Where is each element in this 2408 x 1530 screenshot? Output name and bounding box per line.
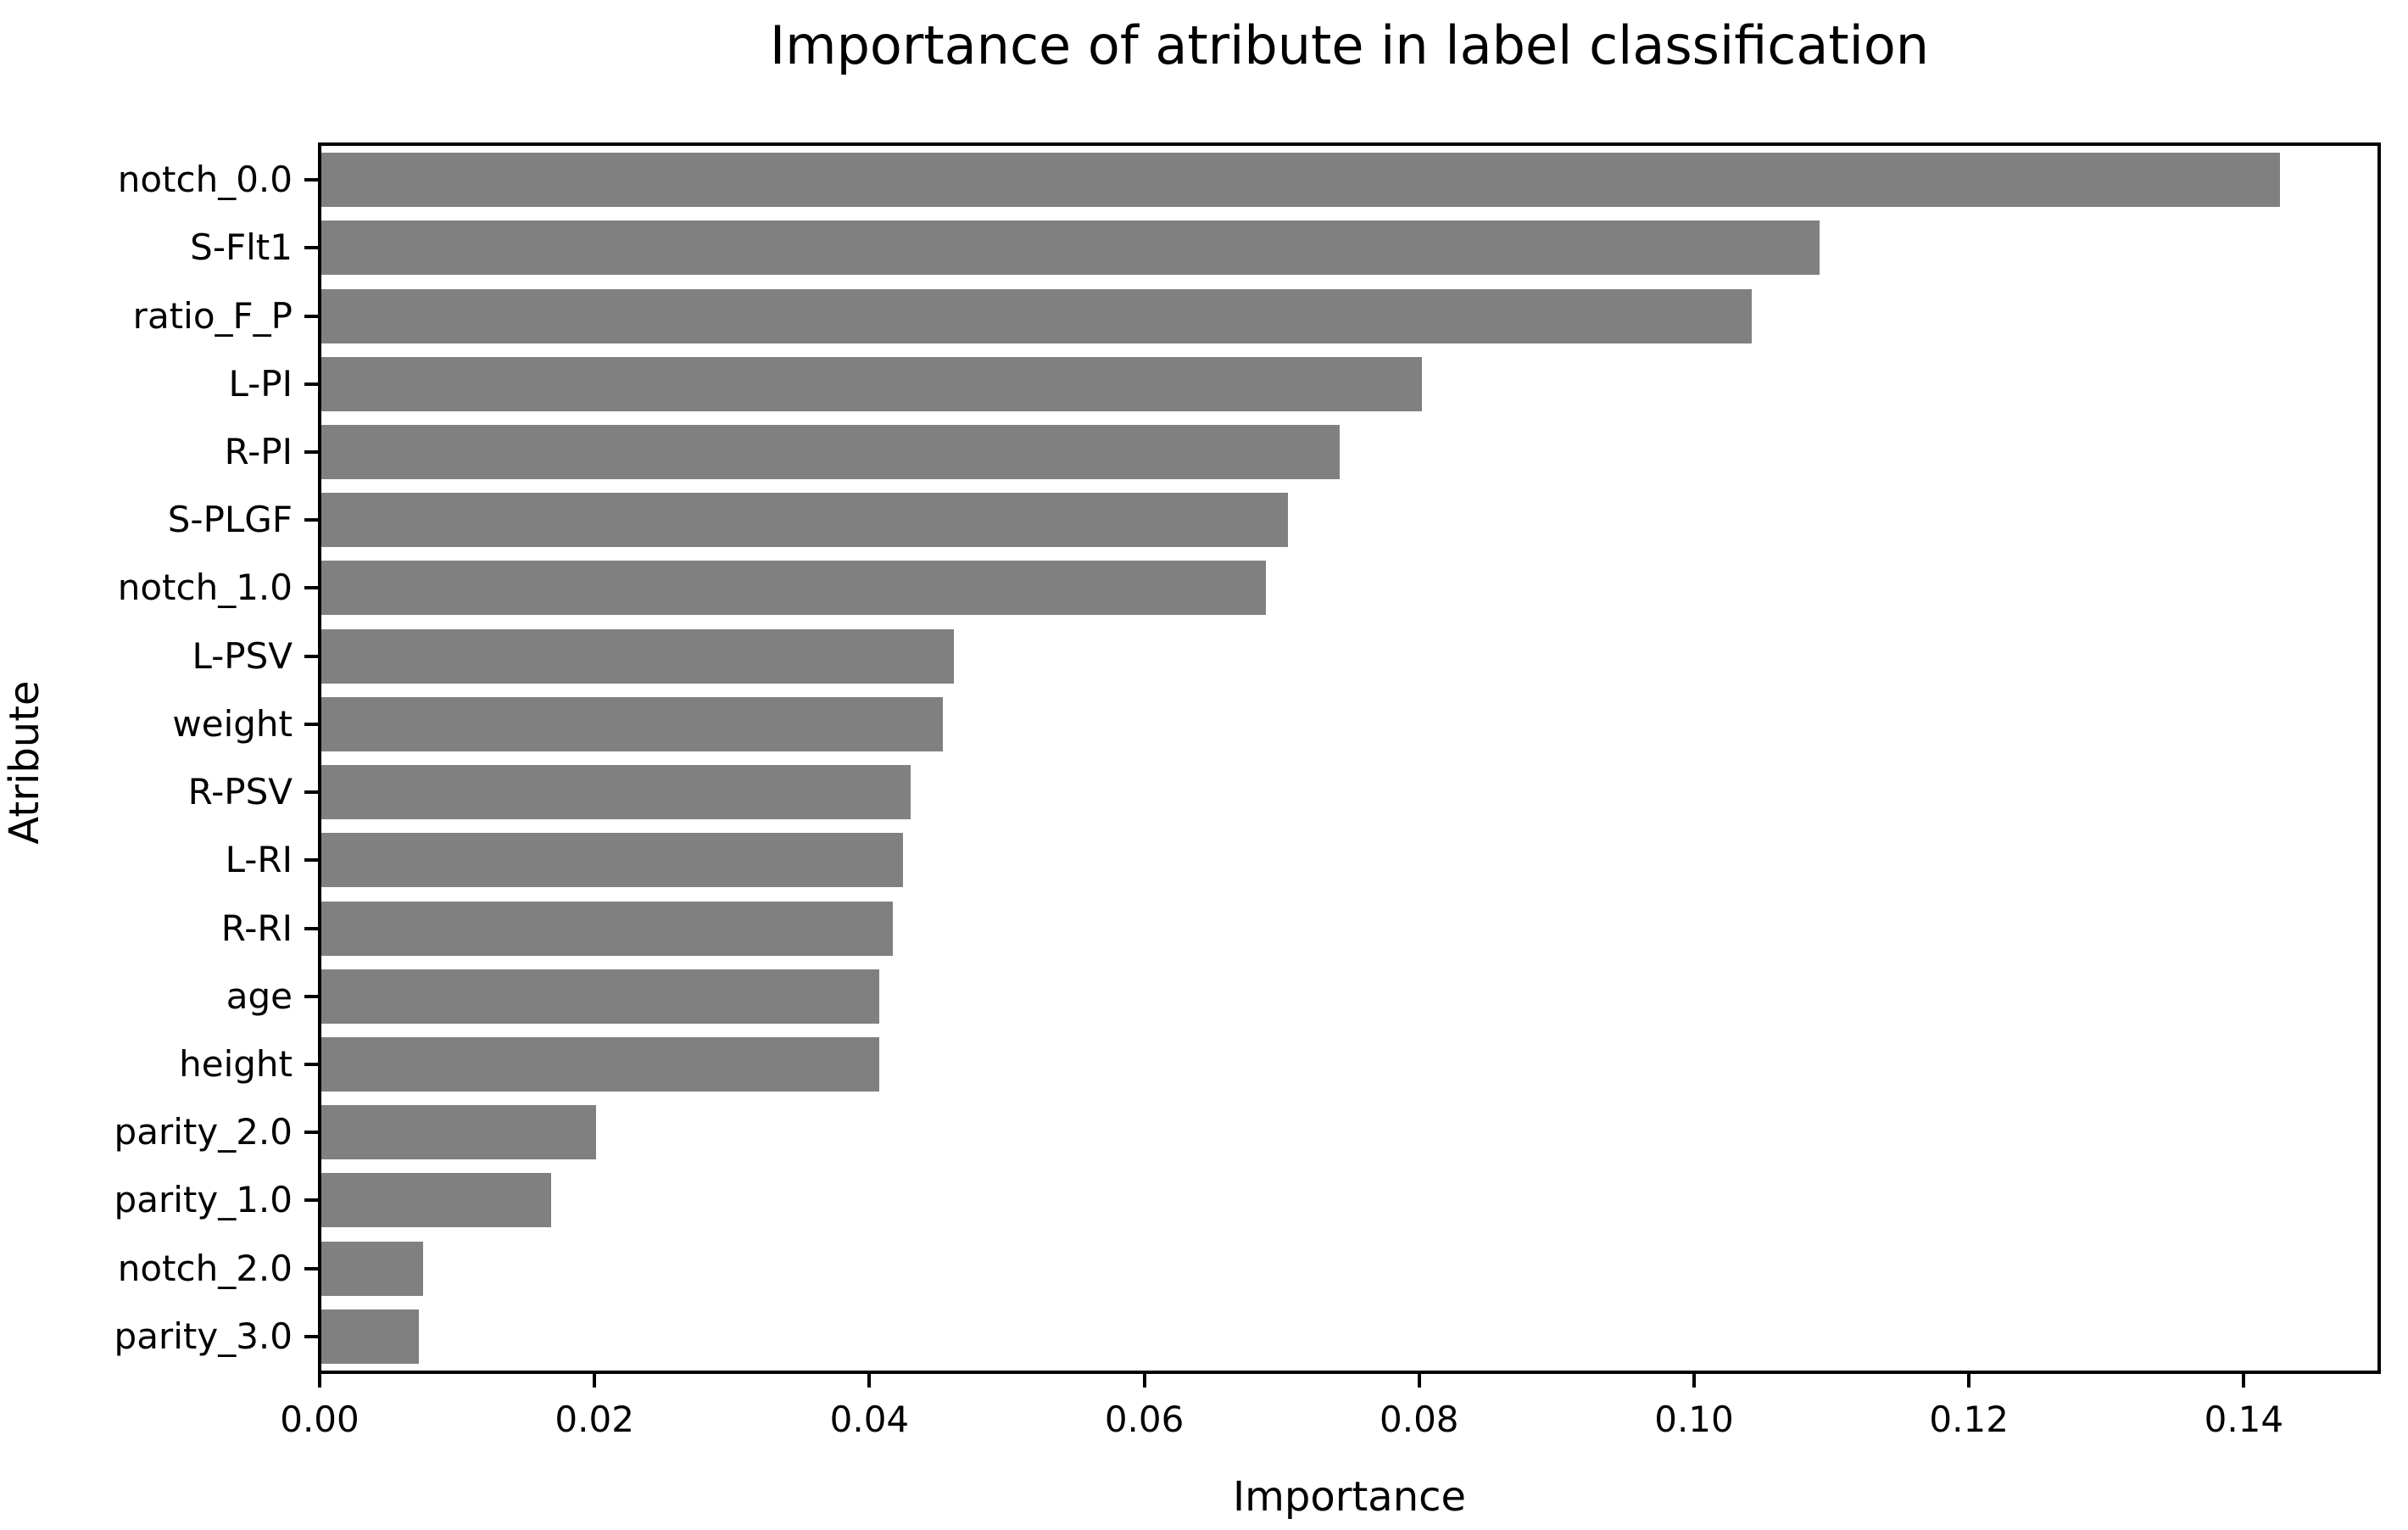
x-tick-label: 0.08 xyxy=(1380,1399,1459,1440)
y-tick-label: ratio_F_P xyxy=(132,294,293,337)
y-tick-mark xyxy=(304,178,318,182)
x-tick-label: 0.02 xyxy=(555,1399,634,1440)
x-tick-mark xyxy=(1142,1374,1146,1388)
y-tick-label: notch_2.0 xyxy=(117,1247,293,1289)
x-tick-mark xyxy=(318,1374,321,1388)
y-tick-label: R-PI xyxy=(224,431,293,472)
bar-L-RI xyxy=(321,833,903,888)
bar-parity_2.0 xyxy=(321,1105,597,1160)
y-tick-mark xyxy=(304,1334,318,1338)
y-tick-mark xyxy=(304,790,318,795)
x-tick-label: 0.12 xyxy=(1929,1399,2009,1440)
x-tick-mark xyxy=(1692,1374,1696,1388)
bar-age xyxy=(321,969,880,1024)
y-axis-label: Atribute xyxy=(1,680,48,845)
x-tick-mark xyxy=(1967,1374,1971,1388)
x-tick-mark xyxy=(2242,1374,2246,1388)
plot-area xyxy=(318,142,2381,1374)
y-tick-label: L-PI xyxy=(228,362,293,405)
x-tick-label: 0.00 xyxy=(280,1399,360,1440)
y-tick-mark xyxy=(304,1131,318,1135)
bar-parity_3.0 xyxy=(321,1309,420,1364)
bar-L-PI xyxy=(321,356,1423,411)
bar-notch_2.0 xyxy=(321,1241,423,1296)
y-tick-mark xyxy=(304,654,318,658)
y-tick-mark xyxy=(304,926,318,930)
y-tick-mark xyxy=(304,518,318,522)
y-tick-label: L-PSV xyxy=(192,634,293,677)
x-tick-label: 0.14 xyxy=(2204,1399,2284,1440)
y-tick-label: parity_2.0 xyxy=(114,1111,293,1153)
y-tick-mark xyxy=(304,722,318,726)
bar-R-RI xyxy=(321,901,894,956)
y-tick-label: R-RI xyxy=(220,907,293,949)
x-axis-label: Importance xyxy=(1232,1473,1467,1521)
bar-notch_0.0 xyxy=(321,153,2280,208)
y-tick-label: notch_0.0 xyxy=(117,159,293,201)
y-tick-mark xyxy=(304,1198,318,1203)
x-tick-label: 0.10 xyxy=(1654,1399,1734,1440)
y-tick-label: R-PSV xyxy=(187,771,293,813)
y-tick-label: age xyxy=(226,974,293,1017)
y-tick-mark xyxy=(304,450,318,454)
chart-title: Importance of atribute in label classifi… xyxy=(769,14,1930,76)
y-tick-mark xyxy=(304,382,318,386)
y-tick-mark xyxy=(304,858,318,863)
x-tick-label: 0.06 xyxy=(1104,1399,1184,1440)
y-tick-label: L-RI xyxy=(225,839,293,881)
y-tick-label: weight xyxy=(172,702,293,745)
x-tick-mark xyxy=(593,1374,597,1388)
bars-container xyxy=(321,146,2377,1371)
y-tick-label: S-Flt1 xyxy=(190,226,293,269)
x-tick-mark xyxy=(867,1374,872,1388)
y-tick-mark xyxy=(304,246,318,250)
y-tick-mark xyxy=(304,1063,318,1066)
y-tick-mark xyxy=(304,314,318,318)
y-tick-label: notch_1.0 xyxy=(117,567,293,609)
bar-R-PSV xyxy=(321,765,911,820)
y-tick-mark xyxy=(304,1266,318,1270)
x-tick-mark xyxy=(1417,1374,1421,1388)
x-tick-label: 0.04 xyxy=(829,1399,910,1440)
y-tick-mark xyxy=(304,994,318,998)
bar-height xyxy=(321,1037,880,1092)
y-tick-label: height xyxy=(179,1043,293,1085)
bar-parity_1.0 xyxy=(321,1173,551,1228)
bar-L-PSV xyxy=(321,628,954,684)
y-tick-label: parity_1.0 xyxy=(114,1179,293,1221)
bar-S-PLGF xyxy=(321,493,1288,548)
y-tick-label: S-PLGF xyxy=(167,499,293,541)
bar-R-PI xyxy=(321,425,1341,479)
bar-S-Flt1 xyxy=(321,221,1820,276)
y-tick-label: parity_3.0 xyxy=(114,1315,293,1357)
bar-weight xyxy=(321,696,943,751)
y-tick-mark xyxy=(304,586,318,590)
bar-notch_1.0 xyxy=(321,561,1266,616)
bar-ratio_F_P xyxy=(321,288,1753,343)
